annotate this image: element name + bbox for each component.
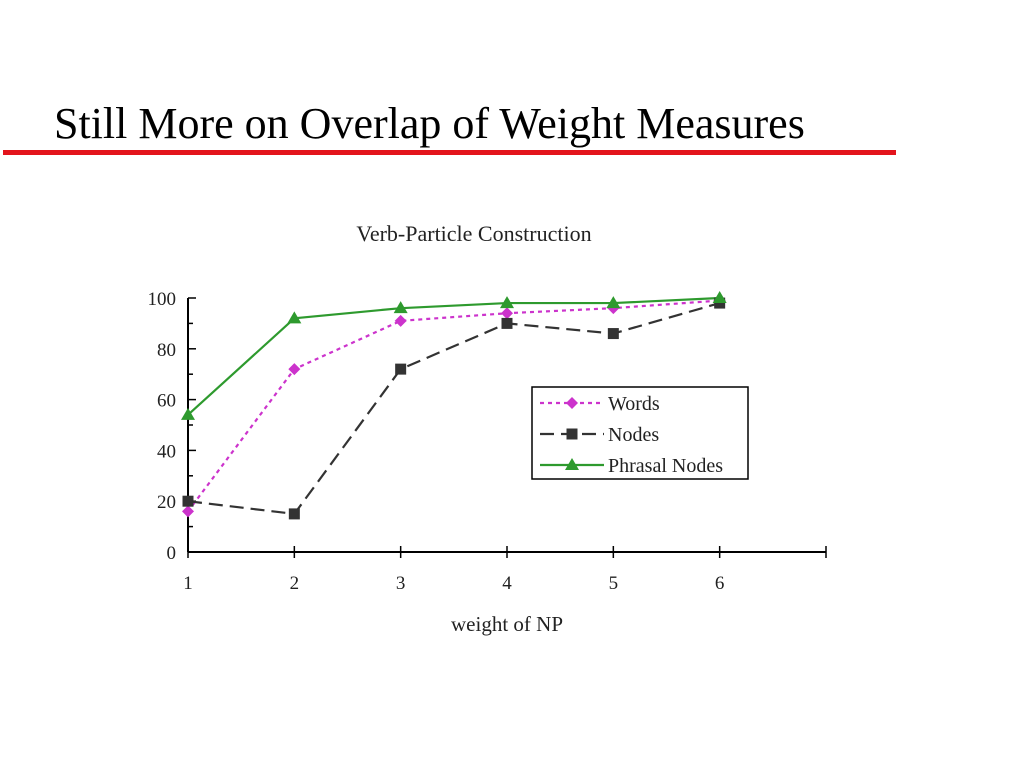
y-tick-label: 0: [167, 543, 177, 564]
chart-title: Verb-Particle Construction: [356, 221, 591, 246]
data-point: [607, 328, 619, 340]
x-tick-label: 4: [502, 573, 512, 594]
data-point: [395, 363, 407, 375]
y-tick-label: 60: [157, 391, 176, 412]
x-tick-label: 1: [183, 573, 193, 594]
data-point: [181, 407, 195, 420]
data-point: [182, 495, 194, 507]
data-point: [500, 296, 514, 309]
legend-label: Nodes: [608, 424, 659, 446]
data-point: [393, 301, 408, 314]
legend-swatch-marker: [565, 458, 579, 470]
legend-label: Phrasal Nodes: [608, 455, 723, 477]
series-line: [187, 299, 720, 513]
data-point: [288, 508, 300, 520]
data-point: [712, 291, 727, 303]
y-tick-label: 20: [157, 492, 176, 513]
data-point: [714, 297, 726, 309]
legend-swatch-marker: [566, 397, 578, 409]
series-line: [187, 296, 720, 416]
legend-swatch-marker: [566, 428, 578, 440]
data-point: [501, 317, 513, 329]
data-point: [606, 296, 621, 309]
data-point: [394, 314, 407, 327]
data-point: [288, 363, 301, 376]
y-tick-label: 100: [148, 289, 177, 310]
title-underline: [3, 150, 896, 155]
x-tick-label: 2: [290, 573, 300, 594]
y-tick-label: 80: [157, 340, 176, 361]
legend-label: Words: [608, 393, 660, 415]
data-point: [501, 307, 513, 320]
x-tick-label: 6: [715, 573, 725, 594]
x-tick-label: 3: [396, 573, 406, 594]
y-tick-label: 40: [157, 441, 176, 462]
x-tick-label: 5: [609, 573, 619, 594]
x-axis-label: weight of NP: [451, 612, 563, 636]
series-line: [187, 302, 720, 516]
data-point: [287, 311, 302, 324]
slide-title: Still More on Overlap of Weight Measures: [54, 99, 805, 148]
data-point: [182, 505, 194, 518]
